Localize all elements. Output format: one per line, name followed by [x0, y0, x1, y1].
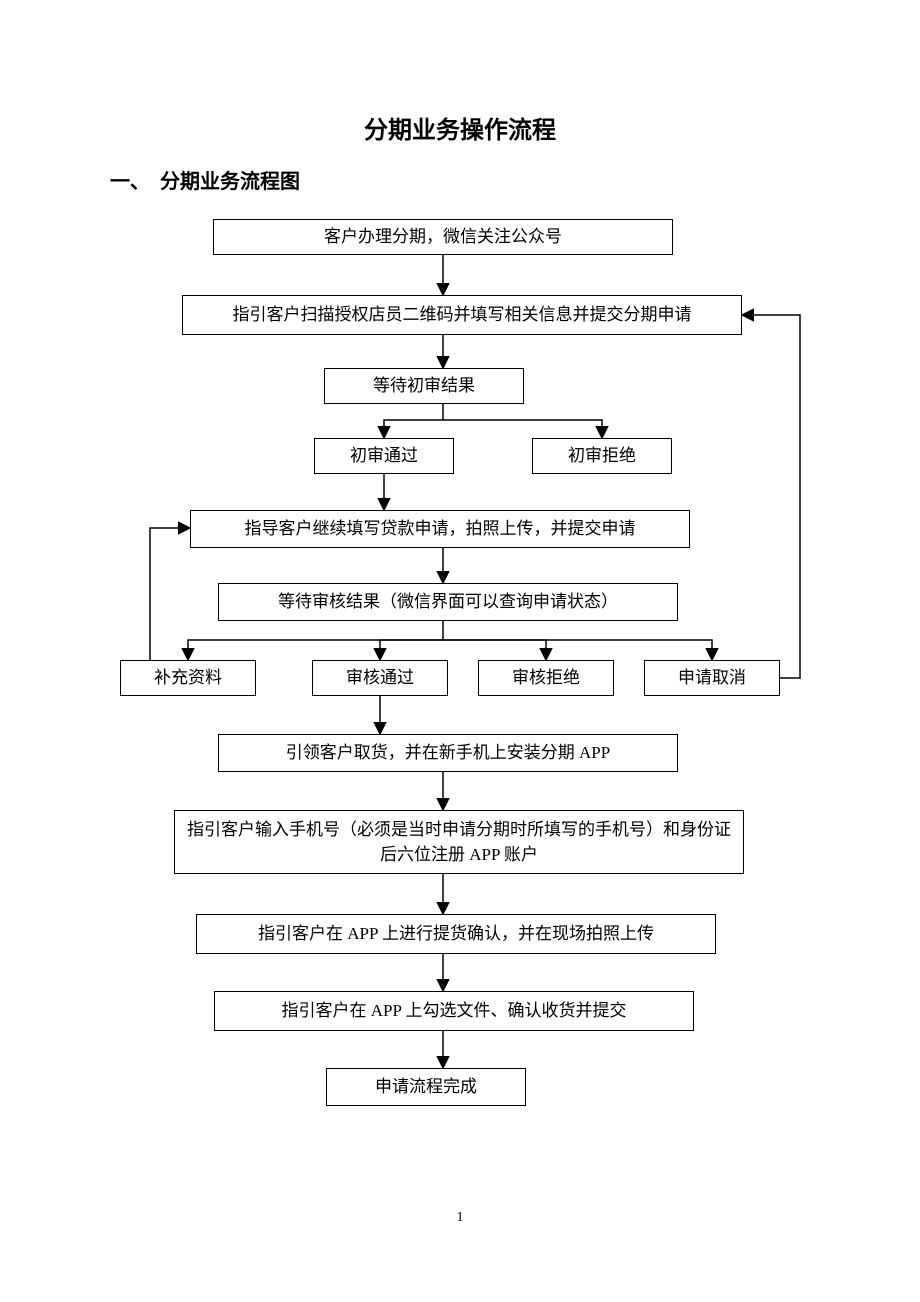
flow-node-n4: 初审通过	[314, 438, 454, 474]
flow-node-n1: 客户办理分期，微信关注公众号	[213, 219, 673, 255]
document-page: 分期业务操作流程 一、 分期业务流程图 客户办理分期，微信关注公众号指引客户扫描…	[0, 0, 920, 1302]
doc-title: 分期业务操作流程	[0, 110, 920, 145]
flow-node-n2: 指引客户扫描授权店员二维码并填写相关信息并提交分期申请	[182, 295, 742, 335]
flow-node-n12: 引领客户取货，并在新手机上安装分期 APP	[218, 734, 678, 772]
flow-node-n11: 申请取消	[644, 660, 780, 696]
flow-node-n3: 等待初审结果	[324, 368, 524, 404]
flow-node-n16: 申请流程完成	[326, 1068, 526, 1106]
flow-node-n10: 审核拒绝	[478, 660, 614, 696]
flow-node-n8: 补充资料	[120, 660, 256, 696]
flow-edges	[0, 0, 920, 1302]
flow-node-n9: 审核通过	[312, 660, 448, 696]
flow-node-n14: 指引客户在 APP 上进行提货确认，并在现场拍照上传	[196, 914, 716, 954]
section-heading: 一、 分期业务流程图	[110, 165, 300, 194]
page-number: 1	[0, 1210, 920, 1226]
flow-node-n15: 指引客户在 APP 上勾选文件、确认收货并提交	[214, 991, 694, 1031]
flow-node-n6: 指导客户继续填写贷款申请，拍照上传，并提交申请	[190, 510, 690, 548]
flow-node-n13: 指引客户输入手机号（必须是当时申请分期时所填写的手机号）和身份证后六位注册 AP…	[174, 810, 744, 874]
flow-node-n5: 初审拒绝	[532, 438, 672, 474]
flow-node-n7: 等待审核结果（微信界面可以查询申请状态）	[218, 583, 678, 621]
